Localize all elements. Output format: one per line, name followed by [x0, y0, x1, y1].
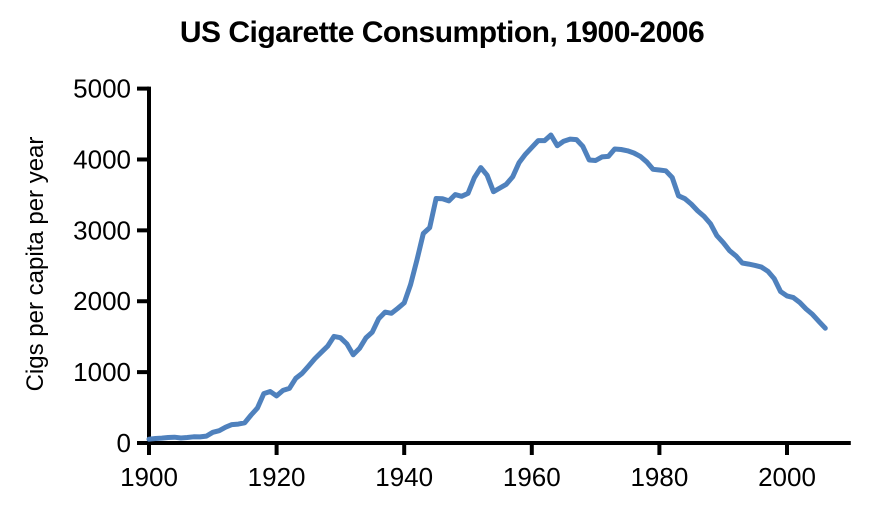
y-tick-label: 0 [117, 428, 131, 458]
x-tick-label: 1940 [375, 462, 433, 492]
y-tick-label: 1000 [73, 357, 131, 387]
x-tick-label: 1920 [248, 462, 306, 492]
y-tick-label: 5000 [73, 74, 131, 104]
x-tick-label: 2000 [758, 462, 816, 492]
x-tick-label: 1960 [503, 462, 561, 492]
chart-title: US Cigarette Consumption, 1900-2006 [179, 16, 705, 49]
data-line-cigarette-consumption [146, 132, 828, 442]
y-tick-label: 4000 [73, 144, 131, 174]
x-tick-label: 1980 [630, 462, 688, 492]
y-tick-label: 2000 [73, 286, 131, 316]
x-tick-label: 1900 [120, 462, 178, 492]
y-tick-label: 3000 [73, 215, 131, 245]
